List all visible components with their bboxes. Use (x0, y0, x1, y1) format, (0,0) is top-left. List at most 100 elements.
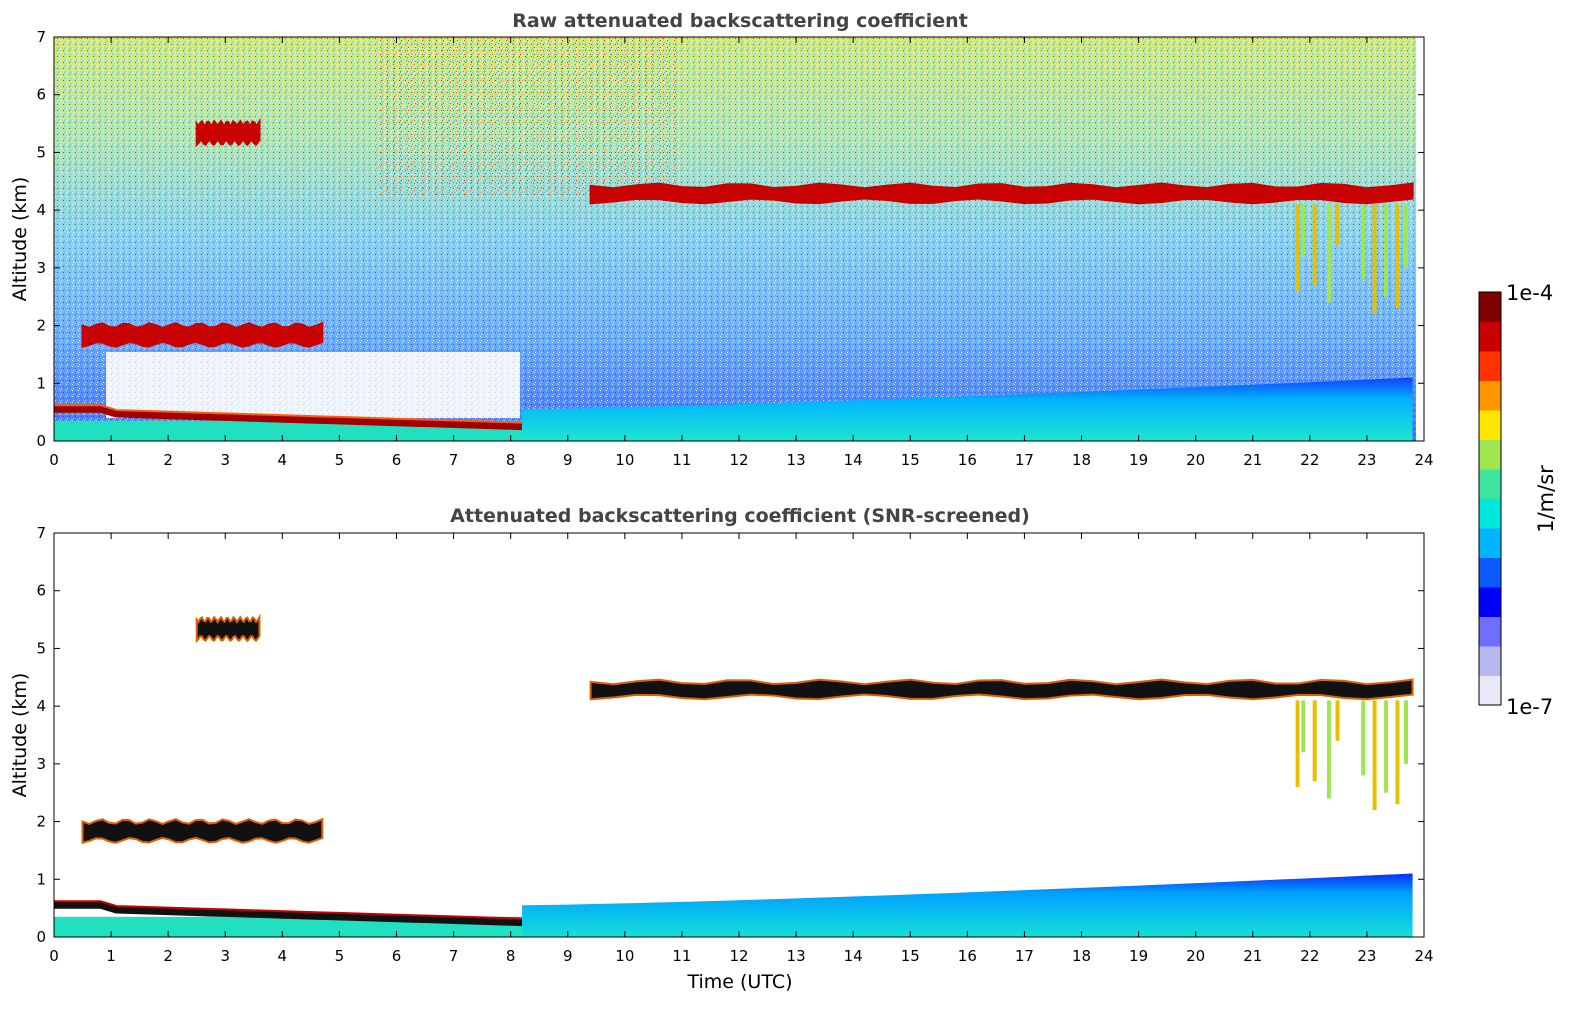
fallstreak (1361, 700, 1366, 776)
y-tick-label: 6 (36, 582, 46, 600)
x-tick-label: 21 (1243, 451, 1262, 469)
x-tick-label: 10 (615, 947, 634, 965)
y-tick-label: 3 (36, 259, 46, 277)
x-tick-label: 9 (563, 947, 573, 965)
y-tick-label: 7 (36, 28, 46, 46)
x-tick-label: 10 (615, 451, 634, 469)
x-tick-label: 6 (392, 947, 402, 965)
fallstreak (1295, 204, 1300, 291)
x-tick-label: 2 (163, 947, 173, 965)
colorbar-segment (1479, 616, 1501, 647)
x-tick-label: 3 (220, 451, 230, 469)
feature-virga_fallstreaks (1295, 700, 1409, 811)
y-tick-label: 7 (36, 524, 46, 542)
x-tick-label: 22 (1300, 947, 1319, 965)
fallstreak (1295, 700, 1300, 787)
feature-aerosol_layer (522, 377, 1413, 441)
x-tick-label: 12 (729, 451, 748, 469)
chart-title-raw: Raw attenuated backscattering coefficien… (512, 10, 968, 32)
fallstreak (1372, 700, 1377, 811)
features-raw (54, 117, 1414, 441)
boundary-layer-top-edge (54, 404, 523, 424)
y-tick-label: 2 (36, 813, 46, 831)
fallstreak (1335, 700, 1340, 741)
feature-cloud_layer_2km (81, 321, 324, 349)
colorbar: 1e-4 1e-7 1/m/sr (1478, 281, 1558, 719)
plot-area-raw (54, 37, 1424, 441)
chart-title-screened: Attenuated backscattering coefficient (S… (450, 505, 1030, 527)
fallstreak (1301, 700, 1306, 753)
features-screened (54, 613, 1414, 937)
feature-virga_fallstreaks (1295, 204, 1409, 315)
feature-boundary_layer_top (54, 900, 523, 937)
x-tick-label: 0 (49, 947, 59, 965)
colorbar-segment (1479, 351, 1501, 381)
colorbar-segment (1479, 557, 1501, 588)
x-tick-label: 19 (1129, 947, 1148, 965)
fallstreak (1384, 700, 1389, 793)
x-tick-label: 21 (1243, 947, 1262, 965)
y-tick-label: 0 (36, 432, 46, 450)
y-tick-label: 5 (36, 639, 46, 657)
colorbar-strip (1479, 292, 1501, 706)
x-tick-label: 2 (163, 451, 173, 469)
fallstreak (1301, 204, 1306, 257)
colorbar-segment (1479, 292, 1501, 322)
boundary-layer-top-line (54, 901, 523, 927)
x-tick-label: 7 (449, 947, 459, 965)
ticks-screened: 0 1 2 3 4 5 6 7 8 9 10 11 12 13 14 15 16 17 18 19 20 21 22 23 24… (36, 524, 1433, 965)
x-tick-label: 16 (958, 947, 977, 965)
boundary-layer-top-line (54, 405, 523, 431)
fallstreak (1312, 204, 1317, 286)
x-tick-label: 9 (563, 451, 573, 469)
y-axis-label-raw: Altitude (km) (9, 177, 31, 302)
colorbar-frame (1478, 291, 1502, 706)
colorbar-segment (1479, 380, 1501, 411)
y-tick-label: 5 (36, 143, 46, 161)
x-tick-label: 17 (1015, 947, 1034, 965)
x-tick-label: 15 (901, 451, 920, 469)
feature-cloud_layer_2km (81, 817, 324, 845)
colorbar-segment (1479, 321, 1501, 352)
x-tick-label: 8 (506, 947, 516, 965)
feature-boundary_layer_top (54, 404, 523, 441)
fallstreak (1312, 700, 1317, 782)
x-tick-label: 14 (844, 451, 863, 469)
x-tick-label: 23 (1357, 947, 1376, 965)
colorbar-max-label: 1e-4 (1506, 281, 1553, 305)
fallstreak (1361, 204, 1366, 280)
x-tick-label: 20 (1186, 451, 1205, 469)
y-tick-label: 0 (36, 928, 46, 946)
panel-screened: Attenuated backscattering coefficient (S… (9, 505, 1434, 993)
x-tick-label: 1 (106, 947, 116, 965)
x-tick-label: 6 (392, 451, 402, 469)
x-tick-label: 12 (729, 947, 748, 965)
x-tick-label: 7 (449, 451, 459, 469)
x-tick-label: 17 (1015, 451, 1034, 469)
y-tick-label: 4 (36, 201, 46, 219)
x-tick-label: 20 (1186, 947, 1205, 965)
x-tick-label: 18 (1072, 947, 1091, 965)
boundary-layer-top-edge (54, 900, 523, 920)
colorbar-min-label: 1e-7 (1506, 695, 1553, 719)
x-axis-label: Time (UTC) (686, 971, 792, 993)
y-tick-label: 1 (36, 870, 46, 888)
feature-cloud_layer_upper (589, 182, 1414, 205)
x-tick-label: 19 (1129, 451, 1148, 469)
colorbar-segment (1479, 469, 1501, 499)
x-tick-label: 1 (106, 451, 116, 469)
colorbar-segment (1479, 528, 1501, 558)
feature-cloud_layer_upper (589, 678, 1414, 701)
x-tick-label: 24 (1414, 947, 1433, 965)
fallstreak (1395, 700, 1400, 805)
fallstreak (1384, 204, 1389, 297)
fallstreak (1404, 204, 1409, 268)
y-tick-label: 2 (36, 317, 46, 335)
colorbar-segment (1479, 439, 1501, 470)
colorbar-unit-label: 1/m/sr (1534, 465, 1558, 533)
x-tick-label: 13 (787, 451, 806, 469)
x-tick-label: 3 (220, 947, 230, 965)
feature-aerosol_layer (522, 873, 1413, 937)
y-tick-label: 6 (36, 86, 46, 104)
